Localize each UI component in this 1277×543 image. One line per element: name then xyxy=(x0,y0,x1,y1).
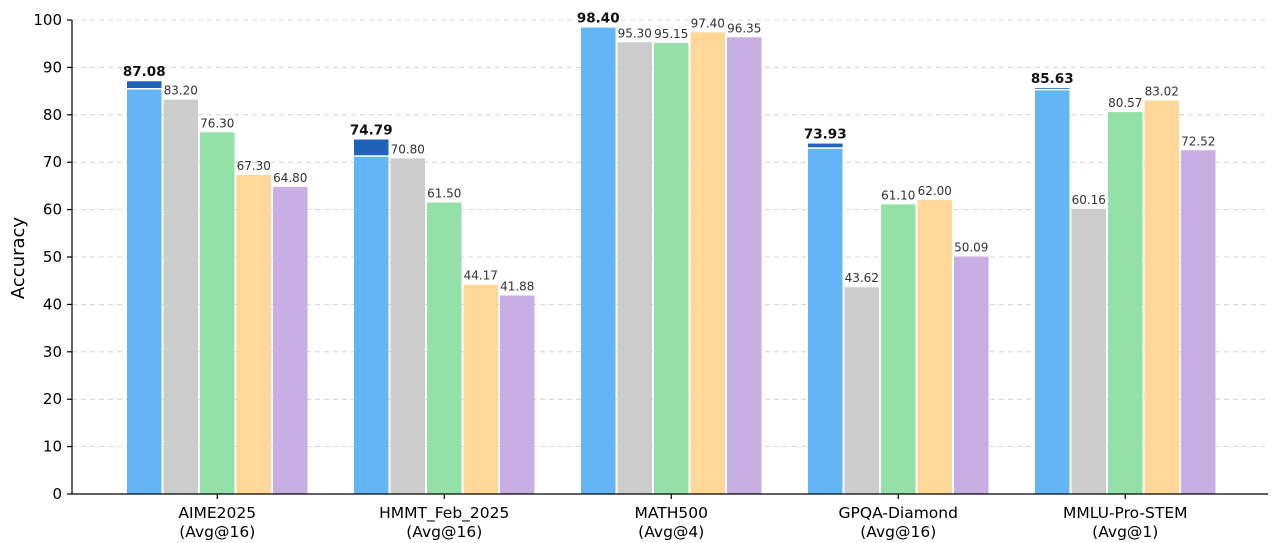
value-label: 95.15 xyxy=(654,27,688,41)
bar xyxy=(127,88,162,494)
y-tick-label: 0 xyxy=(52,485,62,503)
bar xyxy=(273,186,308,494)
value-label: 70.80 xyxy=(391,142,425,156)
bar xyxy=(163,99,198,495)
bar xyxy=(390,158,425,494)
bar xyxy=(844,287,879,494)
bar xyxy=(808,147,843,495)
bar-highlight xyxy=(127,81,162,89)
bar xyxy=(581,27,616,495)
value-label: 72.52 xyxy=(1181,134,1215,148)
value-label: 85.63 xyxy=(1031,71,1074,87)
x-tick-sublabel: (Avg@16) xyxy=(179,523,255,541)
value-label: 64.80 xyxy=(273,171,307,185)
value-label: 41.88 xyxy=(500,279,534,293)
y-axis-label: Accuracy xyxy=(8,217,29,300)
bar xyxy=(654,42,689,494)
y-tick-label: 10 xyxy=(43,438,62,456)
value-label: 83.20 xyxy=(164,84,198,98)
value-label: 76.30 xyxy=(200,116,234,130)
value-label: 80.57 xyxy=(1108,96,1142,110)
x-tick-sublabel: (Avg@1) xyxy=(1092,523,1158,541)
y-tick-label: 20 xyxy=(43,390,62,408)
y-tick-label: 60 xyxy=(43,201,62,219)
x-tick-sublabel: (Avg@16) xyxy=(860,523,936,541)
x-ticks: AIME2025(Avg@16)HMMT_Feb_2025(Avg@16)MAT… xyxy=(178,494,1188,541)
x-tick-sublabel: (Avg@16) xyxy=(406,523,482,541)
y-tick-label: 50 xyxy=(43,248,62,266)
bar xyxy=(727,37,762,495)
value-label: 43.62 xyxy=(845,271,879,285)
y-tick-label: 40 xyxy=(43,295,62,313)
value-label: 74.79 xyxy=(350,122,393,138)
bar xyxy=(500,295,535,494)
y-tick-label: 70 xyxy=(43,153,62,171)
bar-highlight xyxy=(354,139,389,157)
value-label: 44.17 xyxy=(464,269,498,283)
bar xyxy=(881,204,916,495)
value-label: 98.40 xyxy=(577,11,620,27)
value-label: 73.93 xyxy=(804,127,847,143)
y-tick-label: 90 xyxy=(43,58,62,76)
value-label: 83.02 xyxy=(1145,84,1179,98)
value-label: 62.00 xyxy=(918,184,952,198)
value-label: 50.09 xyxy=(954,241,988,255)
y-tick-label: 100 xyxy=(33,11,62,29)
y-ticks: 0 10 20 30 40 50 60 70 80 90 100 xyxy=(33,11,72,503)
y-tick-label: 30 xyxy=(43,343,62,361)
bar xyxy=(954,256,989,494)
y-tick-label: 80 xyxy=(43,106,62,124)
bar xyxy=(354,156,389,494)
bar xyxy=(1108,112,1143,494)
value-label: 67.30 xyxy=(237,159,271,173)
value-label: 60.16 xyxy=(1072,193,1106,207)
value-label: 61.50 xyxy=(427,186,461,200)
x-tick-sublabel: (Avg@4) xyxy=(638,523,704,541)
value-label: 96.35 xyxy=(727,21,761,35)
bar xyxy=(1071,208,1106,494)
value-label: 97.40 xyxy=(691,16,725,30)
bar xyxy=(236,174,271,495)
bars xyxy=(127,27,1216,495)
bar xyxy=(463,284,498,494)
bar xyxy=(427,202,462,495)
bar-highlight xyxy=(808,143,843,148)
x-tick-label: MMLU-Pro-STEM xyxy=(1063,504,1188,522)
x-tick-label: GPQA-Diamond xyxy=(839,504,958,522)
bar xyxy=(200,132,235,494)
bar xyxy=(690,32,725,494)
bar xyxy=(1035,89,1070,494)
x-tick-label: AIME2025 xyxy=(178,504,256,522)
value-label: 61.10 xyxy=(881,188,915,202)
bar xyxy=(617,42,652,494)
x-tick-label: MATH500 xyxy=(635,504,708,522)
bar-highlight xyxy=(1035,88,1070,90)
value-label: 95.30 xyxy=(618,26,652,40)
x-tick-label: HMMT_Feb_2025 xyxy=(379,504,509,523)
value-label: 87.08 xyxy=(123,64,166,80)
bar xyxy=(1181,150,1216,495)
bar xyxy=(1144,100,1179,494)
bar xyxy=(917,200,952,494)
